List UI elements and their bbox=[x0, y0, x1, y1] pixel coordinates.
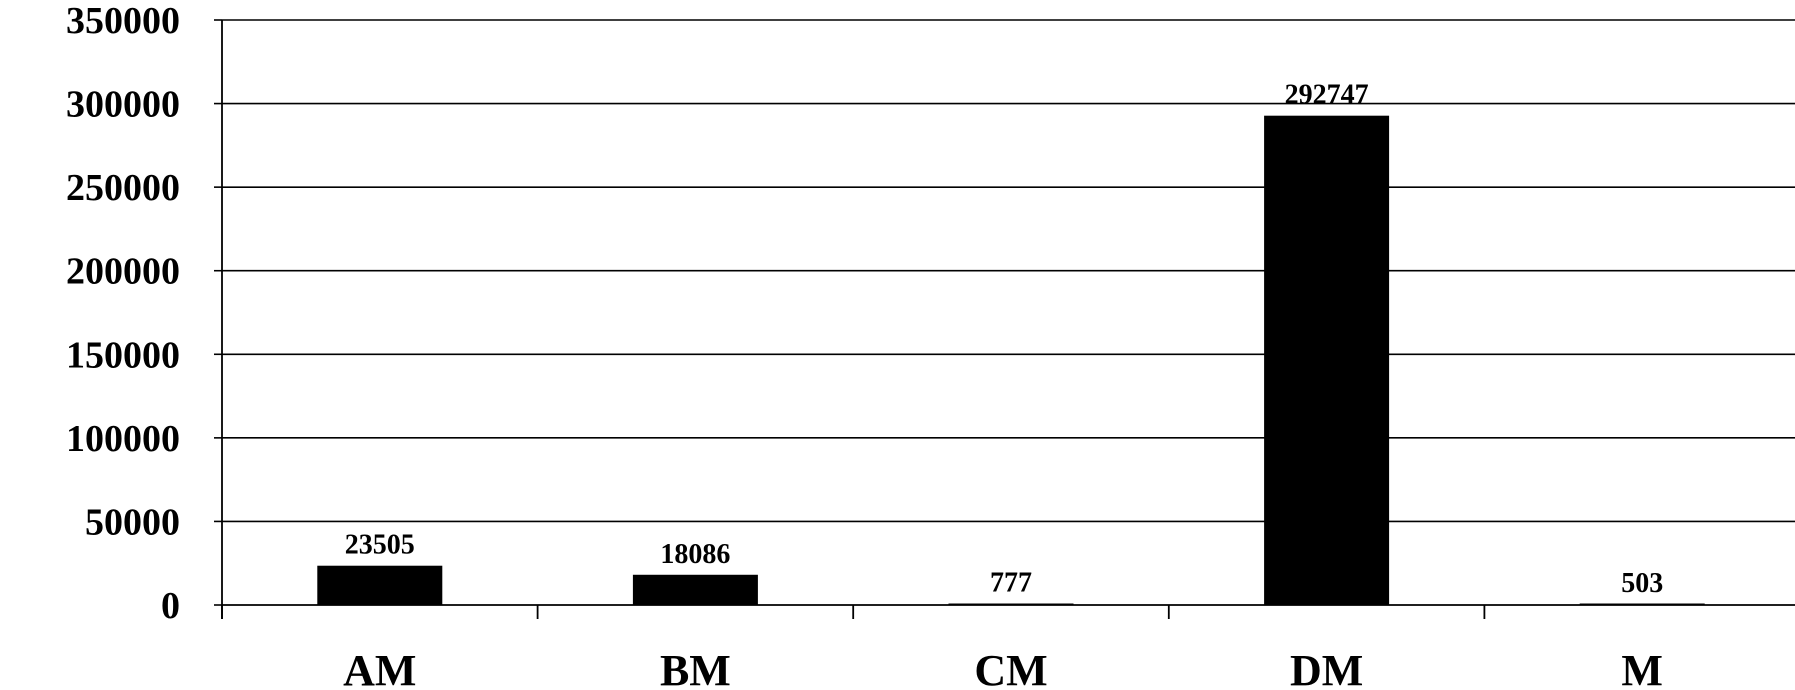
y-tick-label: 300000 bbox=[66, 84, 180, 126]
x-axis-ticks: AM BM CM DM M bbox=[343, 646, 1663, 690]
data-label-am: 23505 bbox=[345, 530, 415, 561]
y-tick-label: 100000 bbox=[66, 418, 180, 460]
data-labels: 23505 18086 777 292747 503 bbox=[345, 80, 1663, 599]
y-axis-ticks: 0 50000 100000 150000 200000 250000 300000 3500… bbox=[66, 0, 222, 627]
x-tick-label-am: AM bbox=[343, 646, 416, 690]
bar-bm bbox=[632, 574, 758, 605]
y-tick-label: 200000 bbox=[66, 251, 180, 293]
y-tick-label: 150000 bbox=[66, 334, 180, 376]
y-tick-label: 0 bbox=[161, 585, 180, 627]
data-label-dm: 292747 bbox=[1285, 80, 1369, 111]
x-tick-label-dm: DM bbox=[1290, 646, 1363, 690]
x-tick-label-cm: CM bbox=[974, 646, 1047, 690]
data-label-cm: 777 bbox=[990, 568, 1032, 599]
y-tick-label: 250000 bbox=[66, 167, 180, 209]
bar-am bbox=[317, 565, 443, 605]
bar-dm bbox=[1264, 115, 1390, 605]
axes bbox=[221, 20, 1795, 619]
gridlines bbox=[222, 19, 1795, 523]
y-tick-label: 350000 bbox=[66, 0, 180, 42]
y-tick-label: 50000 bbox=[85, 501, 180, 543]
x-tick-label-bm: BM bbox=[660, 646, 731, 690]
data-label-m: 503 bbox=[1621, 568, 1663, 599]
x-tick-label-m: M bbox=[1621, 646, 1663, 690]
bars bbox=[317, 115, 1705, 605]
data-label-bm: 18086 bbox=[660, 539, 730, 570]
